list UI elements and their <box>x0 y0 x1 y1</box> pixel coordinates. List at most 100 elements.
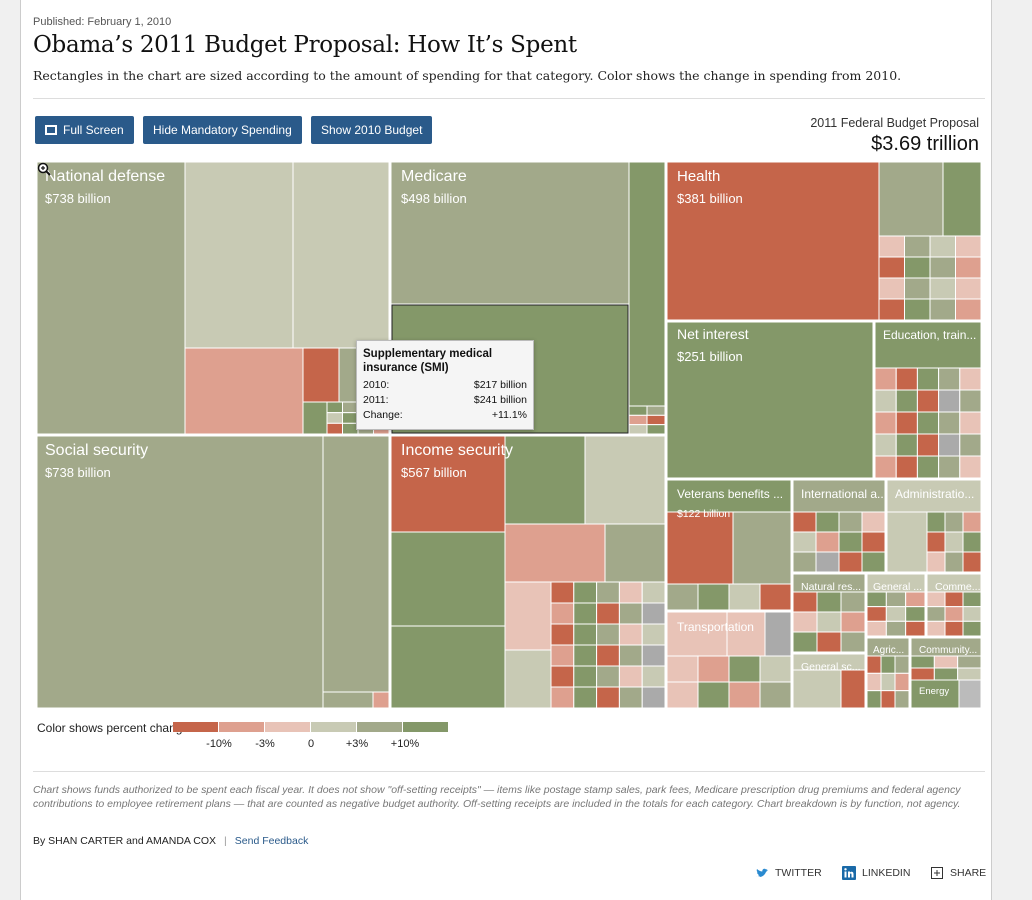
treemap-subcell[interactable] <box>895 389 918 413</box>
treemap-subcell[interactable] <box>628 424 648 435</box>
treemap-cell[interactable] <box>302 401 328 435</box>
treemap-subcell[interactable] <box>895 367 918 391</box>
treemap-subcell[interactable] <box>618 665 643 688</box>
treemap-subcell[interactable] <box>929 277 956 300</box>
treemap-subcell[interactable] <box>938 367 961 391</box>
treemap-subcell[interactable] <box>904 235 931 258</box>
treemap-subcell[interactable] <box>697 655 730 683</box>
treemap-subcell[interactable] <box>929 235 956 258</box>
treemap-subcell[interactable] <box>628 414 648 426</box>
treemap-subcell[interactable] <box>959 411 982 435</box>
treemap-subcell[interactable] <box>929 256 956 279</box>
treemap-subcell[interactable] <box>618 623 643 646</box>
treemap-subcell[interactable] <box>878 298 905 321</box>
treemap-subcell[interactable] <box>646 414 666 426</box>
treemap-subcell[interactable] <box>728 681 761 709</box>
treemap-subcell[interactable] <box>838 531 863 553</box>
send-feedback-link[interactable]: Send Feedback <box>234 835 309 847</box>
treemap-cell[interactable] <box>840 669 866 709</box>
treemap-subcell[interactable] <box>866 591 887 608</box>
treemap-cell[interactable] <box>390 531 506 627</box>
treemap-subcell[interactable] <box>840 591 866 613</box>
treemap-cell[interactable] <box>184 347 304 435</box>
treemap-subcell[interactable] <box>666 583 699 611</box>
treemap-subcell[interactable] <box>957 655 982 669</box>
treemap-subcell[interactable] <box>878 277 905 300</box>
treemap-subcell[interactable] <box>326 401 343 414</box>
treemap-subcell[interactable] <box>916 455 940 479</box>
treemap-subcell[interactable] <box>944 591 964 608</box>
treemap-subcell[interactable] <box>878 256 905 279</box>
treemap-subcell[interactable] <box>792 511 817 533</box>
treemap-subcell[interactable] <box>904 256 931 279</box>
treemap-subcell[interactable] <box>550 581 575 604</box>
treemap-subcell[interactable] <box>641 623 666 646</box>
treemap-cell[interactable] <box>764 611 792 657</box>
treemap-subcell[interactable] <box>874 455 897 479</box>
treemap-subcell[interactable] <box>895 455 918 479</box>
treemap-subcell[interactable] <box>866 672 882 692</box>
treemap-subcell[interactable] <box>838 551 863 573</box>
treemap-subcell[interactable] <box>838 511 863 533</box>
treemap-subcell[interactable] <box>815 551 840 573</box>
treemap-subcell[interactable] <box>550 665 575 688</box>
hide-mandatory-spending-button[interactable]: Hide Mandatory Spending <box>143 116 302 144</box>
treemap-subcell[interactable] <box>962 511 982 533</box>
treemap-subcell[interactable] <box>759 655 792 683</box>
treemap-subcell[interactable] <box>596 581 620 604</box>
treemap-subcell[interactable] <box>959 367 982 391</box>
treemap-subcell[interactable] <box>955 256 982 279</box>
treemap-subcell[interactable] <box>861 551 886 573</box>
treemap-subcell[interactable] <box>916 411 940 435</box>
treemap-subcell[interactable] <box>573 581 598 604</box>
treemap-subcell[interactable] <box>904 277 931 300</box>
treemap-subcell[interactable] <box>866 620 887 637</box>
treemap-subcell[interactable] <box>880 655 896 674</box>
treemap-subcell[interactable] <box>944 606 964 622</box>
treemap-subcell[interactable] <box>957 667 982 681</box>
treemap-subcell[interactable] <box>596 623 620 646</box>
treemap-cell[interactable] <box>958 679 982 709</box>
linkedin-share-button[interactable]: LINKEDIN <box>842 866 910 880</box>
treemap-subcell[interactable] <box>861 511 886 533</box>
treemap-subcell[interactable] <box>573 602 598 625</box>
treemap-subcell[interactable] <box>944 511 964 533</box>
treemap-subcell[interactable] <box>955 277 982 300</box>
treemap-subcell[interactable] <box>840 631 866 653</box>
treemap-subcell[interactable] <box>962 531 982 553</box>
treemap-subcell[interactable] <box>905 591 926 608</box>
treemap-subcell[interactable] <box>573 623 598 646</box>
treemap-subcell[interactable] <box>728 583 761 611</box>
treemap-subcell[interactable] <box>618 602 643 625</box>
treemap-subcell[interactable] <box>792 631 818 653</box>
treemap-subcell[interactable] <box>938 455 961 479</box>
treemap-cell[interactable] <box>726 611 766 657</box>
treemap-subcell[interactable] <box>866 606 887 622</box>
treemap-subcell[interactable] <box>816 611 842 633</box>
treemap-subcell[interactable] <box>874 389 897 413</box>
treemap-subcell[interactable] <box>596 665 620 688</box>
treemap-subcell[interactable] <box>926 551 946 573</box>
treemap-subcell[interactable] <box>962 551 982 573</box>
category-energy[interactable] <box>910 679 960 709</box>
treemap-subcell[interactable] <box>573 665 598 688</box>
treemap-subcell[interactable] <box>885 620 907 637</box>
treemap-subcell[interactable] <box>894 655 910 674</box>
treemap-subcell[interactable] <box>697 681 730 709</box>
treemap-cell[interactable] <box>184 162 294 349</box>
treemap-subcell[interactable] <box>944 620 964 637</box>
treemap-subcell[interactable] <box>938 411 961 435</box>
treemap-subcell[interactable] <box>938 433 961 457</box>
treemap-cell[interactable] <box>504 435 586 525</box>
treemap-subcell[interactable] <box>596 602 620 625</box>
treemap-subcell[interactable] <box>894 690 910 709</box>
treemap-subcell[interactable] <box>792 531 817 553</box>
treemap-cell[interactable] <box>504 581 552 651</box>
treemap-subcell[interactable] <box>866 655 882 674</box>
treemap-subcell[interactable] <box>628 405 648 416</box>
treemap-cell[interactable] <box>792 669 842 709</box>
treemap-subcell[interactable] <box>866 690 882 709</box>
treemap-subcell[interactable] <box>816 631 842 653</box>
treemap-subcell[interactable] <box>926 606 946 622</box>
treemap-subcell[interactable] <box>550 686 575 709</box>
